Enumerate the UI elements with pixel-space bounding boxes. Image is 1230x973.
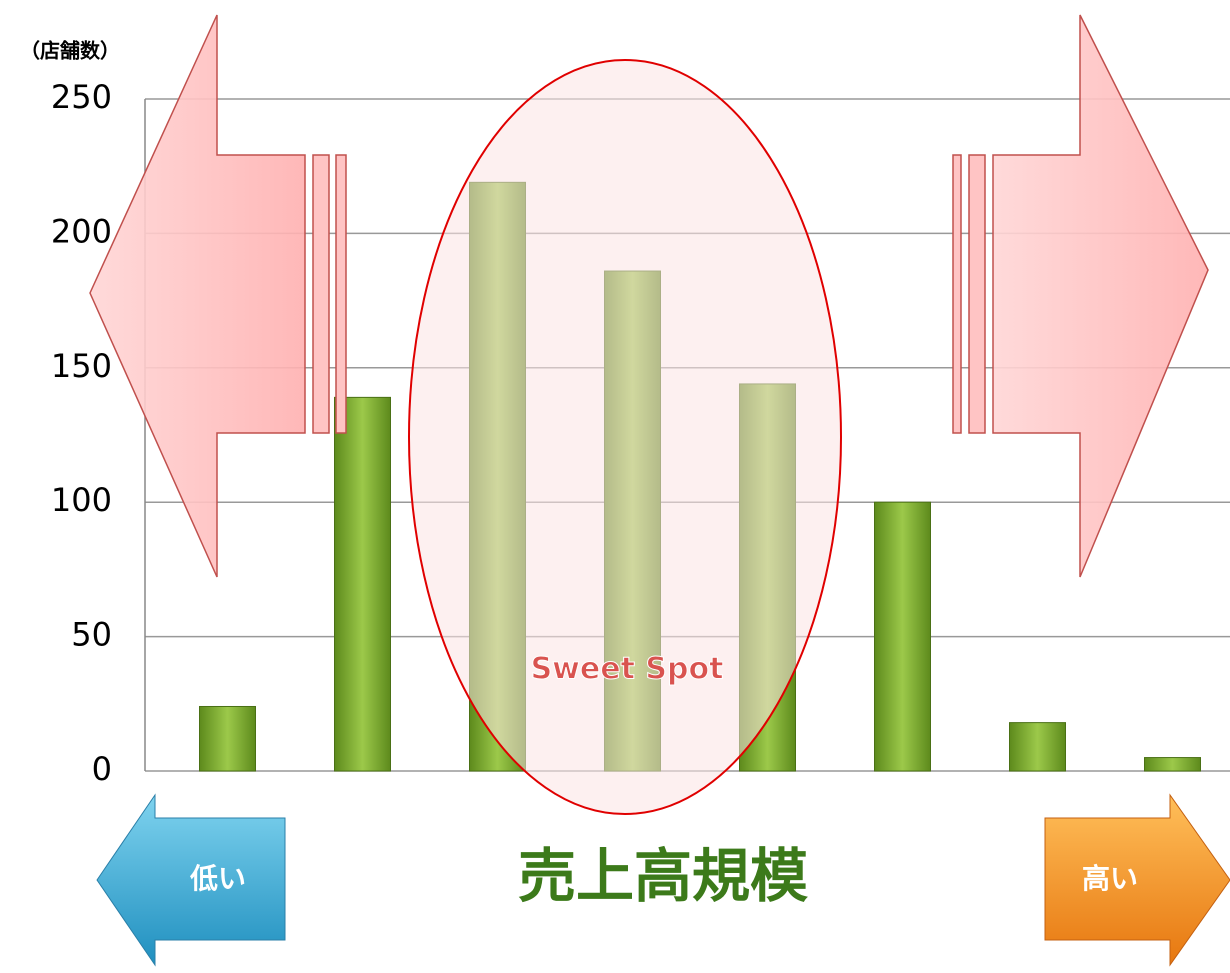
- y-axis-label: （店舗数）: [20, 39, 120, 63]
- bar: [334, 396, 391, 772]
- low-label: 低い: [189, 862, 246, 895]
- bar: [1144, 757, 1201, 772]
- y-tick-label: 0: [92, 750, 112, 788]
- y-tick-label: 100: [51, 481, 112, 519]
- arrow-strip: [968, 154, 986, 434]
- right-arrow: [992, 14, 1209, 578]
- arrow-strip: [952, 154, 962, 434]
- left-arrow: [89, 14, 306, 578]
- sweet-spot-ellipse: [408, 59, 842, 815]
- bar: [1009, 722, 1066, 772]
- bar: [199, 705, 256, 772]
- overlays: Sweet Spot 低い 高い 売上高規模 （店舗数）: [20, 14, 1230, 967]
- high-label: 高い: [1082, 862, 1138, 895]
- y-tick-label: 200: [51, 212, 112, 250]
- y-tick-label: 150: [51, 347, 112, 385]
- arrow-strip: [335, 154, 347, 434]
- y-tick-label: 250: [51, 78, 112, 116]
- sweet-spot-label: Sweet Spot: [531, 652, 724, 687]
- bar: [874, 501, 931, 772]
- x-axis-label: 売上高規模: [518, 842, 808, 910]
- high-arrow: [1044, 793, 1230, 967]
- y-tick-label: 50: [71, 616, 112, 654]
- arrow-strip: [312, 154, 330, 434]
- low-arrow: [96, 793, 286, 967]
